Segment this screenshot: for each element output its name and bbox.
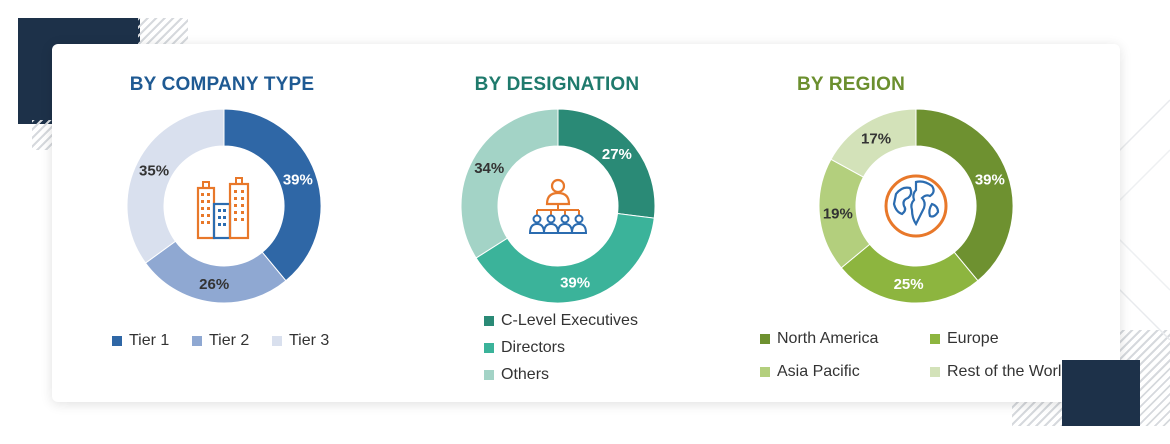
legend-label: Tier 1 — [129, 332, 170, 349]
legend-item-tier-2: Tier 2 — [192, 332, 249, 350]
legend-swatch — [760, 367, 770, 377]
slice-value-label: 39% — [975, 171, 1005, 188]
legend-label: Directors — [501, 339, 566, 356]
legend-swatch — [930, 334, 940, 344]
slice-value-label: 26% — [199, 276, 229, 293]
legend-swatch — [192, 336, 202, 346]
legend-label: Tier 3 — [289, 332, 330, 349]
slice-value-label: 25% — [894, 276, 924, 293]
legend-swatch — [930, 367, 940, 377]
legend-label: C-Level Executives — [501, 312, 638, 329]
designation-panel: BY DESIGNATION 27% 39% 34% C-Level Executi… — [392, 44, 722, 402]
company-type-donut: 39% 26% 35% — [126, 108, 322, 304]
legend-label: Others — [501, 366, 550, 383]
legend-label: North America — [777, 330, 879, 347]
legend-swatch — [484, 343, 494, 353]
legend-label: Europe — [947, 330, 999, 347]
chart-title: BY REGION — [796, 74, 906, 95]
donut-hole — [164, 146, 284, 266]
legend-item-rest-of-world: Rest of the World — [930, 363, 1070, 381]
slice-value-label: 27% — [602, 146, 632, 163]
chart-card: BY COMPANY TYPE 39% 26% 35% — [52, 44, 1120, 402]
globe-icon — [884, 174, 948, 238]
region-panel: BY REGION 39% 25% 19% 17% North America Eur… — [722, 44, 1110, 402]
hierarchy-people-icon — [528, 178, 588, 234]
hatch-pattern — [138, 18, 188, 46]
navy-corner-block — [1062, 360, 1140, 426]
legend-item-asia-pacific: Asia Pacific — [760, 363, 860, 381]
slice-value-label: 17% — [861, 130, 891, 147]
legend-item-tier-3: Tier 3 — [272, 332, 329, 350]
chart-title: BY DESIGNATION — [474, 74, 640, 95]
legend-item-directors: Directors — [484, 339, 565, 357]
legend-item-tier-1: Tier 1 — [112, 332, 169, 350]
chart-title: BY COMPANY TYPE — [129, 74, 315, 95]
legend-item-others: Others — [484, 366, 549, 384]
slice-value-label: 39% — [560, 275, 590, 292]
legend-swatch — [272, 336, 282, 346]
legend-swatch — [112, 336, 122, 346]
slice-value-label: 35% — [139, 162, 169, 179]
legend-label: Asia Pacific — [777, 363, 860, 380]
legend-label: Tier 2 — [209, 332, 250, 349]
legend-label: Rest of the World — [947, 363, 1071, 380]
designation-donut: 27% 39% 34% — [460, 108, 656, 304]
legend-item-europe: Europe — [930, 330, 999, 348]
slice-value-label: 39% — [283, 171, 313, 188]
slice-value-label: 34% — [474, 160, 504, 177]
legend-swatch — [484, 316, 494, 326]
legend-item-c-level: C-Level Executives — [484, 312, 638, 330]
buildings-icon — [196, 177, 250, 240]
slice-value-label: 19% — [823, 205, 853, 222]
company-type-panel: BY COMPANY TYPE 39% 26% 35% — [52, 44, 392, 402]
legend-swatch — [484, 370, 494, 380]
legend-swatch — [760, 334, 770, 344]
legend-item-north-america: North America — [760, 330, 878, 348]
donut-hole — [856, 146, 976, 266]
region-donut: 39% 25% 19% 17% — [818, 108, 1014, 304]
